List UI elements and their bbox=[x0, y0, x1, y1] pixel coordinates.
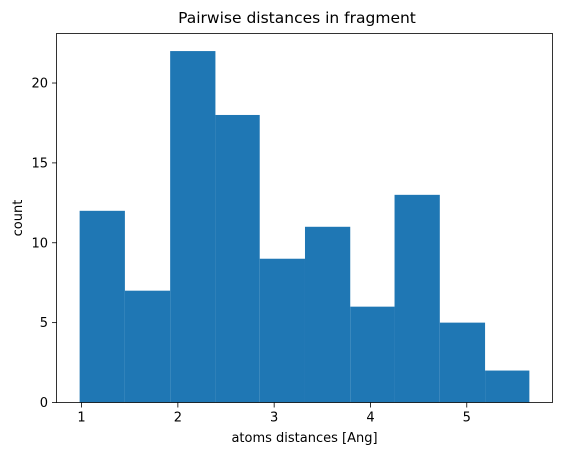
y-tick-label: 20 bbox=[31, 77, 48, 92]
x-tick-label: 5 bbox=[463, 411, 471, 426]
histogram-bar-6 bbox=[304, 226, 351, 403]
y-axis-label: count bbox=[11, 200, 26, 237]
histogram-bar-1 bbox=[79, 210, 125, 403]
x-tick-label: 2 bbox=[174, 411, 182, 426]
histogram-bar-3 bbox=[170, 51, 216, 403]
x-tick-label: 3 bbox=[270, 411, 278, 426]
bars-group bbox=[79, 51, 530, 403]
chart-title: Pairwise distances in fragment bbox=[178, 9, 416, 27]
x-axis-ticks: 1 2 3 4 5 bbox=[77, 402, 471, 426]
x-tick-label: 1 bbox=[77, 411, 85, 426]
y-tick-label: 0 bbox=[40, 396, 48, 411]
y-axis-ticks: 0 5 10 15 20 bbox=[31, 77, 57, 411]
histogram-bar-10 bbox=[485, 370, 530, 403]
histogram-bar-8 bbox=[394, 194, 440, 403]
histogram-bar-2 bbox=[124, 290, 171, 403]
histogram-bar-7 bbox=[350, 306, 395, 403]
x-tick-label: 4 bbox=[366, 411, 374, 426]
y-tick-label: 10 bbox=[31, 236, 48, 251]
plot-frame bbox=[56, 33, 553, 403]
histogram-bar-4 bbox=[215, 114, 260, 403]
histogram-bar-9 bbox=[439, 322, 486, 403]
x-axis-label: atoms distances [Ang] bbox=[231, 431, 377, 446]
histogram-bar-5 bbox=[259, 258, 305, 403]
y-tick-label: 5 bbox=[40, 316, 48, 331]
y-tick-label: 15 bbox=[31, 156, 48, 171]
